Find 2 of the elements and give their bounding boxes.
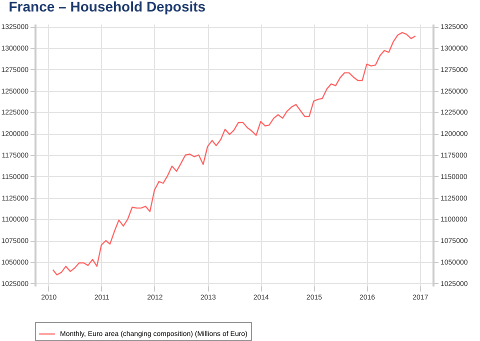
line-series [52, 32, 416, 276]
chart-title: France – Household Deposits [8, 0, 206, 15]
